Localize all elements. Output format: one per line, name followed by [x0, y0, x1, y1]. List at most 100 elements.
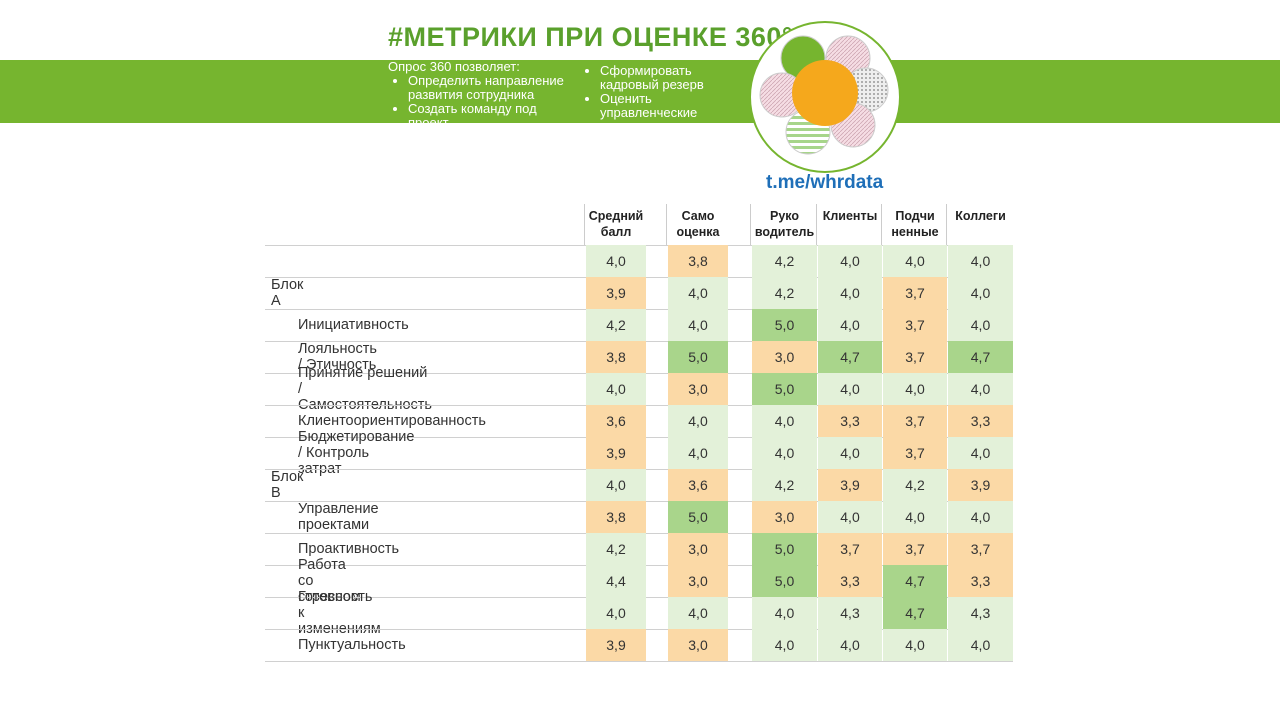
bullets: Сформировать кадровый резервОценить упра… — [580, 64, 750, 134]
cell: 4,2 — [752, 469, 817, 501]
cell: 4,7 — [818, 341, 882, 373]
header-line: Само — [681, 209, 715, 223]
cell: 3,9 — [586, 437, 646, 469]
cell: 4,0 — [818, 277, 882, 309]
cell: 3,7 — [818, 533, 882, 565]
cell: 4,3 — [818, 597, 882, 629]
row-label: Готовность к изменениям — [298, 589, 381, 637]
header-line: Средний — [588, 209, 644, 223]
column-header: Коллеги — [948, 208, 1013, 224]
cell: 3,8 — [586, 501, 646, 533]
cell: 4,0 — [586, 469, 646, 501]
link[interactable]: t.me/whrdata — [766, 172, 884, 193]
cell: 4,0 — [883, 373, 947, 405]
header-line: Коллеги — [955, 209, 1006, 223]
column-header: Клиенты — [818, 208, 882, 224]
row-label: Клиентоориентированность — [298, 413, 486, 429]
column-divider — [816, 204, 817, 245]
cell: 4,0 — [668, 277, 728, 309]
header-line: Подчи — [895, 209, 935, 223]
column-header: Подчи ненные — [883, 208, 947, 240]
cell: 4,0 — [948, 277, 1013, 309]
cell: 4,0 — [948, 501, 1013, 533]
column-divider — [946, 204, 947, 245]
cell: 3,9 — [948, 469, 1013, 501]
cell: 3,7 — [883, 405, 947, 437]
cell: 5,0 — [668, 501, 728, 533]
cell: 4,0 — [752, 437, 817, 469]
cell: 4,0 — [948, 309, 1013, 341]
header-line: балл — [600, 225, 632, 239]
cell: 4,7 — [948, 341, 1013, 373]
cell: 5,0 — [752, 373, 817, 405]
cell: 4,0 — [668, 597, 728, 629]
cell: 4,0 — [948, 373, 1013, 405]
row-label: Бюджетирование / Контроль затрат — [298, 429, 415, 477]
intro: Опрос 360 позволяет: — [388, 59, 520, 74]
cell: 4,3 — [948, 597, 1013, 629]
cell: 4,0 — [883, 629, 947, 661]
cell: 4,0 — [586, 597, 646, 629]
bullet: Оценить управленческие компетенции менед… — [600, 92, 750, 134]
cell: 4,0 — [883, 245, 947, 277]
row-label: Лояльность / Этичность — [298, 341, 377, 373]
cell: 4,0 — [752, 405, 817, 437]
cell: 4,0 — [586, 373, 646, 405]
row-line — [265, 661, 1013, 662]
cell: 3,9 — [818, 469, 882, 501]
cell: 3,3 — [948, 405, 1013, 437]
intro-block: Опрос 360 позволяет: Определить направле… — [388, 60, 578, 130]
cell: 4,0 — [948, 629, 1013, 661]
row-label: Принятие решений / Самостоятельность — [298, 365, 432, 413]
column-header: Само оценка — [668, 208, 728, 240]
header-line: Руко — [769, 209, 800, 223]
row-label: Проактивность — [298, 541, 400, 557]
cell: 3,3 — [948, 565, 1013, 597]
header-band — [0, 60, 1280, 123]
cell: 3,7 — [883, 437, 947, 469]
cell: 4,7 — [883, 597, 947, 629]
column-divider — [584, 204, 585, 245]
cell: 4,2 — [586, 309, 646, 341]
row-label: Блок В — [271, 469, 304, 501]
cell: 3,0 — [668, 533, 728, 565]
column-divider — [881, 204, 882, 245]
cell: 3,0 — [752, 341, 817, 373]
logo — [749, 21, 901, 173]
cell: 3,7 — [883, 277, 947, 309]
cell: 3,3 — [818, 405, 882, 437]
bullet: Создать команду под проект — [408, 102, 578, 130]
cell: 4,0 — [752, 629, 817, 661]
bullets-right-block: Сформировать кадровый резервОценить упра… — [580, 64, 750, 134]
cell: 3,6 — [586, 405, 646, 437]
cell: 3,9 — [586, 277, 646, 309]
cell: 5,0 — [668, 341, 728, 373]
cell: 4,2 — [586, 533, 646, 565]
cell: 4,0 — [818, 629, 882, 661]
cell: 4,7 — [883, 565, 947, 597]
cell: 3,7 — [883, 309, 947, 341]
bullet: Сформировать кадровый резерв — [600, 64, 750, 92]
cell: 4,0 — [818, 437, 882, 469]
bullet: Определить направление развития сотрудни… — [408, 74, 578, 102]
cell: 4,4 — [586, 565, 646, 597]
cell: 4,2 — [883, 469, 947, 501]
cell: 4,0 — [668, 437, 728, 469]
cell: 4,2 — [752, 277, 817, 309]
row-label: Управление проектами — [298, 501, 379, 533]
cell: 3,7 — [883, 533, 947, 565]
cell: 4,0 — [883, 501, 947, 533]
cell: 4,0 — [818, 309, 882, 341]
column-divider — [750, 204, 751, 245]
cell: 3,8 — [586, 341, 646, 373]
cell: 3,6 — [668, 469, 728, 501]
cell: 4,0 — [948, 245, 1013, 277]
row-label: Инициативность — [298, 317, 409, 333]
cell: 5,0 — [752, 565, 817, 597]
header-line: водитель — [754, 225, 815, 239]
cell: 4,0 — [752, 597, 817, 629]
cell: 5,0 — [752, 533, 817, 565]
cell: 3,3 — [818, 565, 882, 597]
cell: 5,0 — [752, 309, 817, 341]
